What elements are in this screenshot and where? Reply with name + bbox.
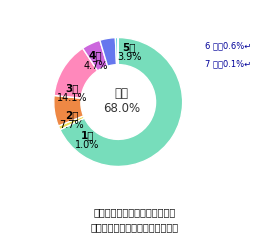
Text: 不問: 不問 <box>114 87 129 100</box>
Wedge shape <box>115 37 118 65</box>
Wedge shape <box>58 116 85 130</box>
Text: 4社: 4社 <box>89 51 102 60</box>
Text: 2社: 2社 <box>65 110 79 120</box>
Wedge shape <box>54 96 83 126</box>
Text: 転職回数が多いと転職に不利？: 転職回数が多いと転職に不利？ <box>94 207 176 217</box>
Text: 68.0%: 68.0% <box>103 102 140 115</box>
Wedge shape <box>54 48 97 98</box>
Text: 企業が求めている経験社数の内訳: 企業が求めている経験社数の内訳 <box>91 222 179 232</box>
Wedge shape <box>83 40 107 71</box>
Text: 7.7%: 7.7% <box>59 120 84 130</box>
Text: 1.0%: 1.0% <box>75 140 99 150</box>
Text: 5社: 5社 <box>122 42 136 52</box>
Text: 3社: 3社 <box>65 83 79 93</box>
Text: 4.7%: 4.7% <box>83 61 108 71</box>
Text: 1社: 1社 <box>80 131 94 140</box>
Text: 7 社：0.1%↵: 7 社：0.1%↵ <box>205 59 251 68</box>
Text: 6 社：0.6%↵: 6 社：0.6%↵ <box>205 42 251 51</box>
Wedge shape <box>100 38 117 66</box>
Wedge shape <box>60 37 183 167</box>
Text: 14.1%: 14.1% <box>56 93 87 103</box>
Text: 3.9%: 3.9% <box>117 52 141 62</box>
